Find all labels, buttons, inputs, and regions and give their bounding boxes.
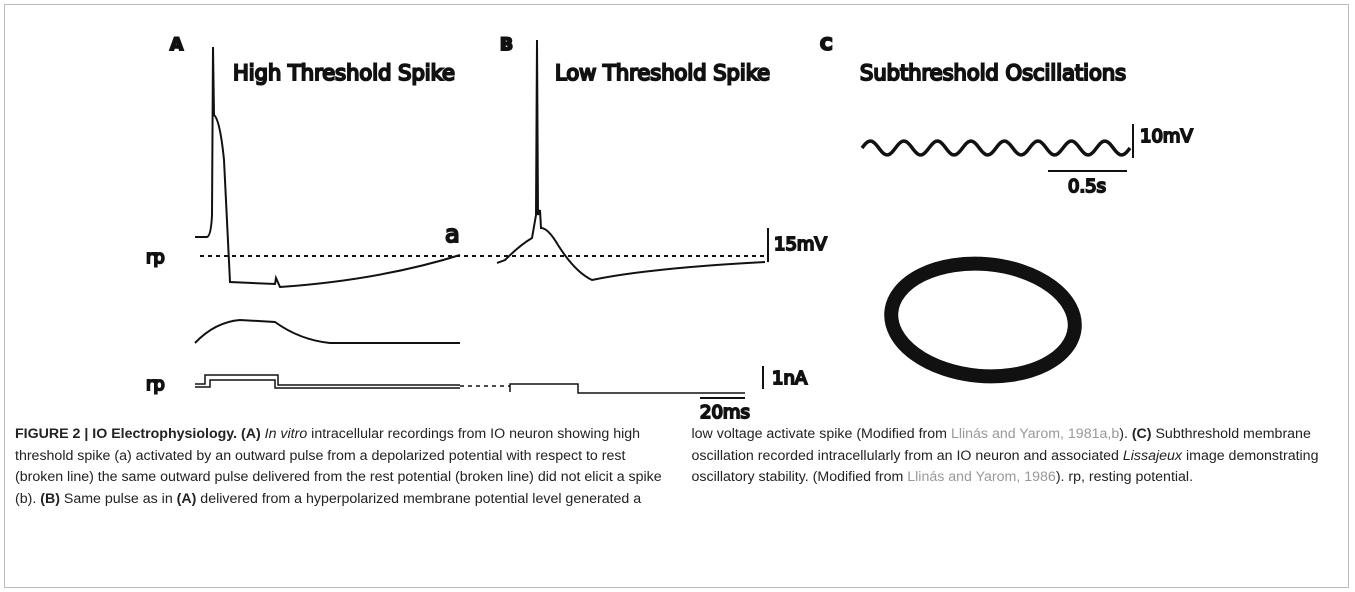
- caption-run: delivered from a hyperpolarized membrane…: [196, 426, 951, 507]
- caption-run: Subthreshold membrane oscillation record…: [691, 426, 1311, 464]
- caption-run: (A): [176, 490, 197, 507]
- figure: A High Threshold Spike B Low Threshold S…: [145, 34, 1194, 420]
- annotation: rp: [146, 374, 165, 395]
- scale-label: 15mV: [774, 234, 827, 255]
- panel-title: Subthreshold Oscillations: [860, 61, 1126, 85]
- caption-run: (C): [1131, 426, 1152, 442]
- annotation: a: [445, 220, 460, 248]
- panel-title: High Threshold Spike: [233, 61, 455, 85]
- scale-label: 10mV: [1140, 126, 1193, 147]
- caption: FIGURE 2 | IO Electrophysiology. (A) In …: [15, 424, 1340, 510]
- trace: [194, 318, 460, 344]
- oscillation-trace: [860, 139, 1132, 157]
- caption-run: In vitro: [264, 426, 308, 442]
- current-trace: [195, 374, 460, 389]
- scale-label: 0.5s: [1068, 176, 1106, 197]
- caption-run: (B): [40, 490, 60, 507]
- caption-run: FIGURE 2 | IO Electrophysiology. (A): [15, 426, 265, 442]
- caption-run: image demonstrating oscillatory stabilit…: [691, 447, 1319, 486]
- lissajous-image: [884, 256, 1082, 384]
- panel-title: Low Threshold Spike: [555, 61, 770, 85]
- caption-run: Same pulse as in: [59, 490, 177, 507]
- caption-run: Lissajeux: [1122, 447, 1183, 464]
- panel-label: B: [500, 35, 513, 55]
- current-trace: [509, 383, 745, 394]
- figure-frame: [4, 4, 1349, 588]
- trace: [496, 39, 766, 282]
- caption-run: intracellular recordings from IO neuron …: [15, 426, 662, 507]
- scale-label: 20ms: [700, 402, 750, 420]
- annotation: rp: [146, 247, 165, 268]
- panel-label: A: [170, 35, 184, 55]
- trace: [195, 46, 461, 289]
- scale-label: 1nA: [772, 368, 808, 389]
- caption-run: ).: [1119, 426, 1132, 442]
- panel-label: C: [820, 35, 832, 55]
- caption-run: ). rp, resting potential.: [1055, 469, 1194, 485]
- caption-run[interactable]: Llinás and Yarom, 1981a,b: [950, 426, 1120, 442]
- caption-run[interactable]: Llinás and Yarom, 1986: [907, 469, 1056, 485]
